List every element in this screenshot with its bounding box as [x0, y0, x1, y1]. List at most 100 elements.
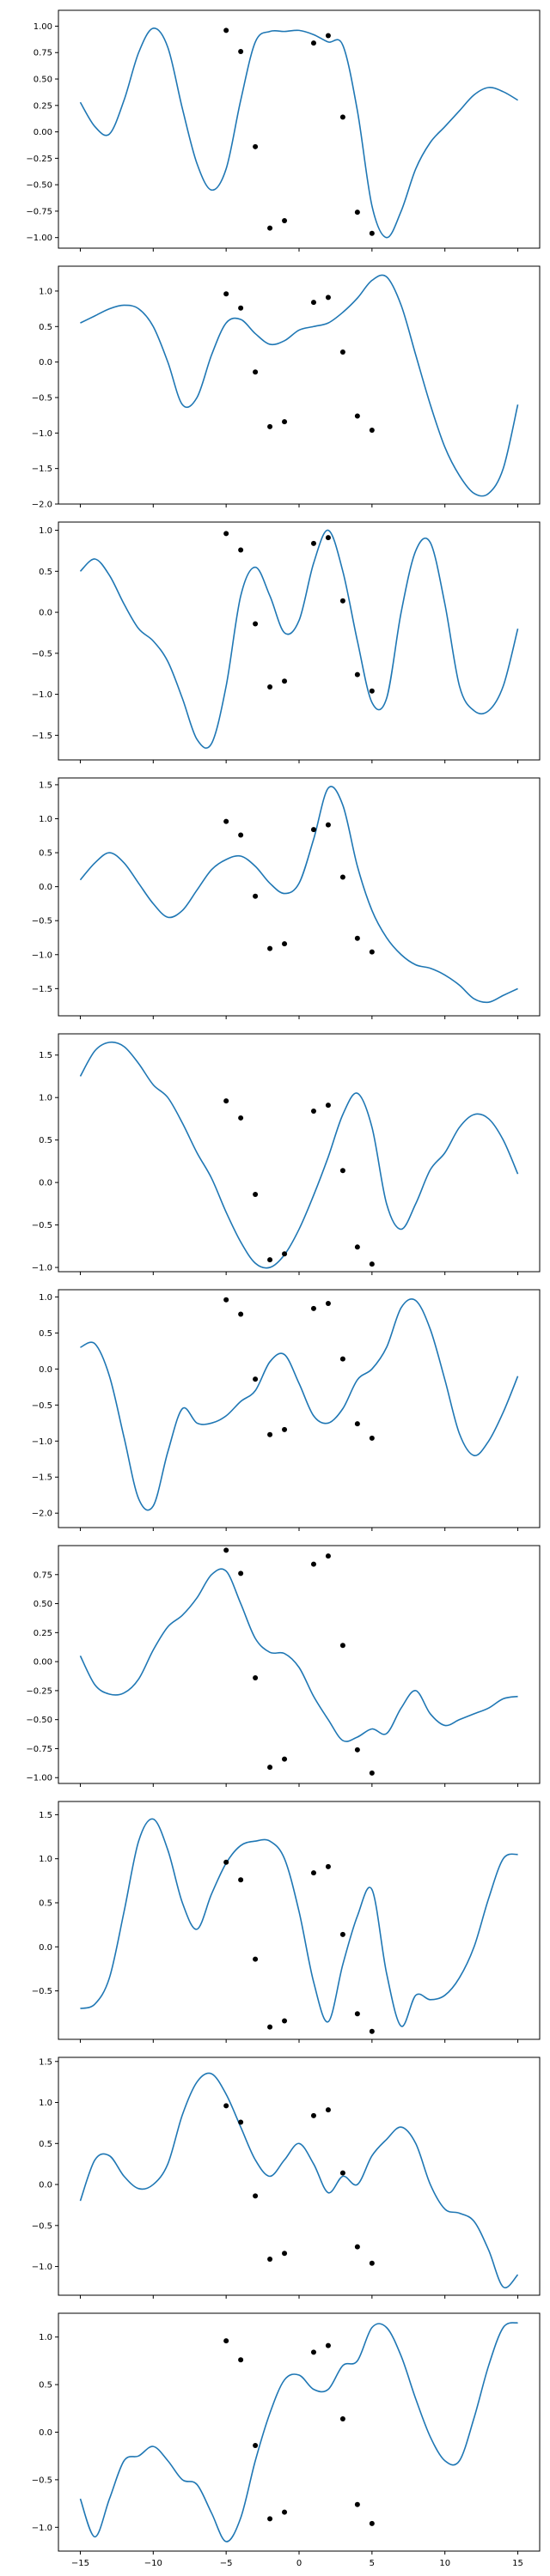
axes-frame: [58, 1801, 541, 2040]
series-line: [79, 1568, 518, 1742]
observation-point: [325, 1553, 331, 1559]
y-tick-label: 0.50: [34, 1600, 52, 1609]
observation-point: [369, 1770, 375, 1776]
observation-point: [223, 2338, 229, 2344]
observation-point: [238, 49, 244, 55]
y-tick-label: −0.50: [26, 1716, 52, 1725]
observation-point: [282, 1426, 288, 1432]
y-tick-label: −2.0: [32, 1510, 52, 1519]
observation-point: [310, 2112, 316, 2118]
observation-point: [267, 2256, 273, 2262]
y-tick-label: 0.75: [34, 1571, 52, 1580]
observation-point: [325, 2107, 331, 2113]
observation-point: [310, 40, 316, 46]
observation-point: [325, 1863, 331, 1869]
y-tick-label: −1.0: [32, 1264, 52, 1273]
observation-point: [339, 2170, 345, 2176]
y-tick-label: 1.0: [39, 815, 52, 824]
y-tick-label: −0.25: [26, 155, 52, 164]
y-tick-label: 0.00: [34, 1658, 52, 1668]
series-line: [79, 1041, 519, 1269]
observation-point: [282, 1251, 288, 1257]
x-tick-label: 15: [512, 2559, 523, 2568]
observation-point: [267, 1257, 273, 1263]
axes-frame: [58, 1033, 541, 1273]
y-tick-label: −0.75: [26, 1745, 52, 1754]
observation-point: [282, 678, 288, 684]
series-line: [80, 1818, 518, 2027]
y-tick-label: 1.00: [34, 22, 52, 32]
y-tick-label: 0.5: [39, 323, 52, 332]
observation-point: [253, 1191, 259, 1197]
y-tick-label: 1.5: [39, 781, 52, 790]
series-line: [79, 786, 518, 1004]
observation-point: [223, 1297, 229, 1303]
observation-point: [325, 33, 331, 39]
observation-point: [339, 1168, 345, 1174]
observation-point: [369, 2260, 375, 2266]
observation-point: [310, 1870, 316, 1876]
observation-point: [238, 2119, 244, 2125]
y-tick-label: 0.50: [34, 76, 52, 85]
subplot-3: −1.5 −1.0 −0.5 0.0 0.5 1.0: [32, 521, 541, 763]
observation-point: [310, 827, 316, 833]
subplot-10: −1.0 −0.5 0.0 0.5 1.0 −15 −10 −5 0 5 10 15: [32, 2312, 541, 2568]
y-tick-label: −0.5: [32, 1987, 52, 1996]
y-tick-label: 0.0: [39, 358, 52, 368]
observation-point: [310, 2349, 316, 2355]
observation-point: [282, 1756, 288, 1762]
observation-point: [223, 1547, 229, 1553]
y-tick-label: 0.0: [39, 1179, 52, 1188]
observation-point: [339, 2415, 345, 2421]
observation-point: [339, 874, 345, 880]
observation-point: [339, 114, 345, 120]
x-tick-label: −15: [71, 2559, 89, 2568]
observation-point: [325, 822, 331, 828]
y-tick-label: −0.5: [32, 2221, 52, 2231]
observation-point: [354, 671, 360, 677]
axes-frame: [58, 9, 541, 249]
y-tick-label: 0.5: [39, 1329, 52, 1339]
y-tick-label: 0.25: [34, 1629, 52, 1638]
y-tick-label: −1.0: [32, 2263, 52, 2272]
observation-point: [310, 1561, 316, 1567]
observation-point: [267, 225, 273, 231]
observation-point: [253, 2193, 259, 2199]
y-tick-label: −0.50: [26, 181, 52, 191]
observation-point: [354, 2501, 360, 2507]
subplot-4: −1.5 −1.0 −0.5 0.0 0.5 1.0 1.5: [32, 777, 541, 1019]
y-tick-label: −1.5: [32, 465, 52, 474]
observation-point: [325, 1300, 331, 1306]
observation-point: [253, 1956, 259, 1962]
y-tick-label: 0.0: [39, 883, 52, 892]
y-tick-label: −0.5: [32, 917, 52, 927]
axes-frame: [58, 1289, 541, 1528]
y-tick-label: −1.0: [32, 690, 52, 700]
observation-point: [325, 295, 331, 301]
subplot-7: −1.00 −0.75 −0.50 −0.25 0.00 0.25 0.50 0.75: [26, 1545, 541, 1787]
y-tick-label: −0.75: [26, 207, 52, 216]
x-tick-label: −5: [220, 2559, 233, 2568]
observation-point: [354, 1244, 360, 1250]
subplot-6: −2.0 −1.5 −1.0 −0.5 0.0 0.5 1.0: [32, 1289, 541, 1531]
axes-frame: [58, 777, 541, 1017]
observation-point: [354, 2011, 360, 2017]
y-tick-label: −1.5: [32, 732, 52, 741]
observation-point: [339, 1356, 345, 1362]
subplot-5: −1.0 −0.5 0.0 0.5 1.0 1.5: [32, 1033, 541, 1275]
y-tick-label: 0.5: [39, 2140, 52, 2149]
observation-point: [369, 949, 375, 955]
series-line: [80, 1298, 519, 1511]
y-tick-label: 0.0: [39, 1365, 52, 1375]
y-tick-label: 1.0: [39, 287, 52, 296]
observation-point: [354, 1747, 360, 1753]
x-tick-label: 0: [296, 2559, 302, 2568]
observation-point: [267, 683, 273, 690]
y-tick-label: −1.5: [32, 1473, 52, 1483]
observation-point: [354, 935, 360, 941]
y-tick-label: −0.5: [32, 393, 52, 403]
observation-point: [282, 2018, 288, 2024]
y-tick-label: −0.5: [32, 649, 52, 659]
y-tick-label: 1.0: [39, 2333, 52, 2342]
